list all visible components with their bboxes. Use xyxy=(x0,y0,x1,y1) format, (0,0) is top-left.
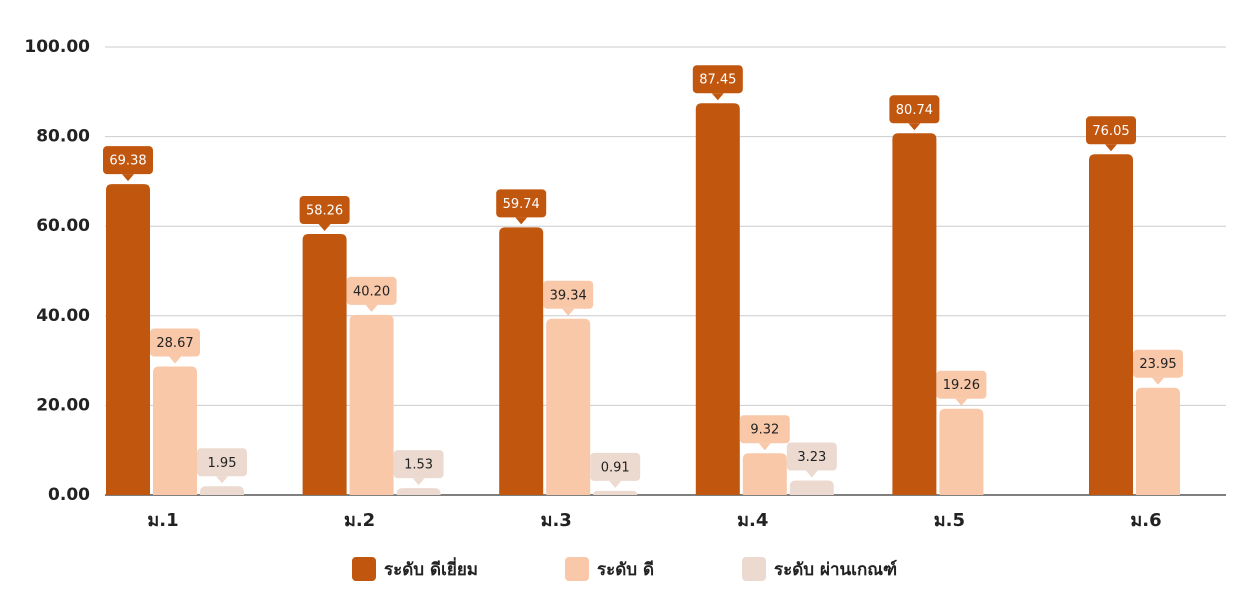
data-label: 69.38 xyxy=(109,154,146,169)
data-label-pointer xyxy=(955,398,968,406)
legend-label: ระดับ ดี xyxy=(597,559,654,580)
data-label-box xyxy=(393,450,444,479)
data-label: 58.26 xyxy=(306,203,343,218)
data-label-pointer xyxy=(412,478,425,486)
data-label: 39.34 xyxy=(550,288,587,303)
data-label-box xyxy=(197,448,247,477)
legend-swatch xyxy=(565,557,589,581)
x-tick-label: ม.4 xyxy=(737,510,768,531)
y-tick-label: 20.00 xyxy=(36,395,90,415)
data-label: 3.23 xyxy=(797,450,826,465)
legend-swatch xyxy=(352,557,376,581)
bar xyxy=(499,227,544,495)
data-label-pointer xyxy=(216,476,228,484)
bar xyxy=(349,314,394,495)
y-tick-label: 0.00 xyxy=(48,485,90,505)
data-label: 23.95 xyxy=(1139,357,1176,372)
data-label-box xyxy=(1133,349,1183,378)
y-tick-label: 60.00 xyxy=(36,216,90,236)
data-label-pointer xyxy=(562,308,575,316)
bar xyxy=(593,490,638,495)
data-label: 1.53 xyxy=(404,458,433,473)
x-tick-label: ม.3 xyxy=(541,510,572,531)
bar xyxy=(742,453,787,495)
bar xyxy=(939,408,984,495)
data-label-pointer xyxy=(122,174,134,182)
bar xyxy=(695,103,740,495)
data-label-pointer xyxy=(169,356,181,364)
data-label-pointer xyxy=(758,443,771,451)
data-label-box xyxy=(590,452,641,481)
data-label-box xyxy=(692,65,743,94)
data-label: 1.95 xyxy=(208,456,237,471)
y-tick-label: 40.00 xyxy=(36,306,90,326)
data-label-box xyxy=(346,276,397,305)
data-label: 80.74 xyxy=(896,103,933,118)
data-label: 28.67 xyxy=(156,336,193,351)
bar xyxy=(396,488,441,495)
legend-swatch xyxy=(742,557,766,581)
x-tick-label: ม.6 xyxy=(1130,510,1161,531)
data-label-box xyxy=(786,442,837,471)
bar xyxy=(302,233,347,496)
data-label: 9.32 xyxy=(750,423,779,438)
bar xyxy=(153,366,197,495)
bar xyxy=(200,486,244,495)
data-label-pointer xyxy=(609,480,622,488)
x-tick-label: ม.5 xyxy=(934,510,965,531)
data-label-pointer xyxy=(365,304,378,312)
data-label-box xyxy=(1086,116,1136,145)
bar xyxy=(892,133,937,496)
bar xyxy=(546,318,591,495)
data-label-pointer xyxy=(1105,144,1117,152)
data-label-box xyxy=(889,95,940,124)
y-tick-label: 100.00 xyxy=(24,37,90,57)
bar xyxy=(1089,154,1133,495)
data-label-pointer xyxy=(908,123,921,131)
data-label-box xyxy=(103,146,153,175)
data-label: 0.91 xyxy=(601,460,630,475)
data-label-box xyxy=(739,415,790,444)
bar xyxy=(789,480,834,495)
y-tick-label: 80.00 xyxy=(36,127,90,147)
data-label: 76.05 xyxy=(1092,124,1129,139)
data-label-box xyxy=(496,189,547,218)
data-label: 59.74 xyxy=(503,197,540,212)
data-label-pointer xyxy=(318,223,331,231)
bar xyxy=(106,184,150,495)
legend-label: ระดับ ผ่านเกณฑ์ xyxy=(774,559,897,580)
legend-label: ระดับ ดีเยี่ยม xyxy=(384,557,478,580)
data-label-box xyxy=(936,370,987,399)
data-label-pointer xyxy=(805,470,818,478)
x-tick-label: ม.1 xyxy=(147,510,178,531)
data-label: 87.45 xyxy=(699,73,736,88)
data-label-box xyxy=(543,280,594,309)
x-tick-label: ม.2 xyxy=(344,510,375,531)
data-label-box xyxy=(299,195,350,224)
data-label: 19.26 xyxy=(943,378,980,393)
data-label-box xyxy=(150,328,200,357)
data-label-pointer xyxy=(1152,377,1164,385)
data-label-pointer xyxy=(515,217,528,225)
data-label-pointer xyxy=(711,93,724,101)
bar xyxy=(1136,387,1180,495)
data-label: 40.20 xyxy=(353,284,390,299)
